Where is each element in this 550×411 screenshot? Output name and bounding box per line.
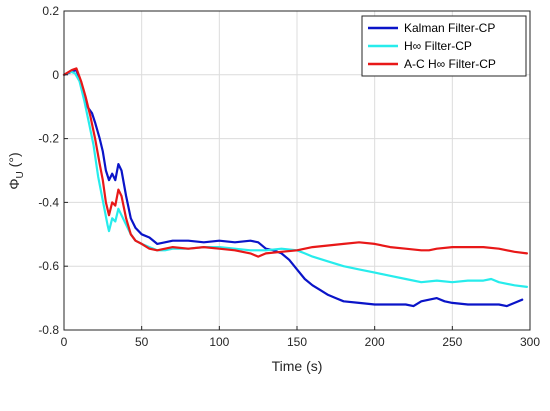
x-tick-labels: 0 50 100 150 200 250 300 [61, 335, 541, 349]
y-axis-label-sub: U [15, 171, 26, 178]
y-tick-labels: 0.2 0 -0.2 -0.4 -0.6 -0.8 [38, 4, 59, 337]
y-axis-label-unit: (°) [6, 152, 22, 171]
y-axis-label: ΦU (°) [6, 152, 26, 189]
x-tick-label: 150 [287, 335, 307, 349]
y-tick-label: -0.6 [38, 259, 59, 273]
legend: Kalman Filter-CP H∞ Filter-CP A-C H∞ Filte… [361, 15, 527, 77]
axis-ticks [63, 10, 531, 331]
legend-entry-3: A-C H∞ Filter-CP [404, 57, 496, 71]
y-tick-label: -0.4 [38, 195, 59, 209]
series-lines [62, 67, 529, 308]
y-tick-label: 0.2 [42, 4, 59, 18]
series-line-3 [62, 67, 529, 258]
x-tick-label: 50 [135, 335, 149, 349]
y-axis-label-main: Φ [6, 178, 22, 189]
y-tick-label: -0.8 [38, 323, 59, 337]
x-tick-label: 100 [209, 335, 229, 349]
legend-entry-1: Kalman Filter-CP [404, 21, 495, 35]
x-axis-label: Time (s) [272, 358, 323, 374]
y-tick-label: -0.2 [38, 132, 59, 146]
x-tick-label: 0 [61, 335, 68, 349]
series-line-1 [62, 68, 524, 308]
y-tick-label: 0 [52, 68, 59, 82]
x-tick-label: 250 [442, 335, 462, 349]
x-tick-label: 300 [520, 335, 540, 349]
x-tick-label: 200 [365, 335, 385, 349]
legend-entry-2: H∞ Filter-CP [404, 39, 472, 53]
